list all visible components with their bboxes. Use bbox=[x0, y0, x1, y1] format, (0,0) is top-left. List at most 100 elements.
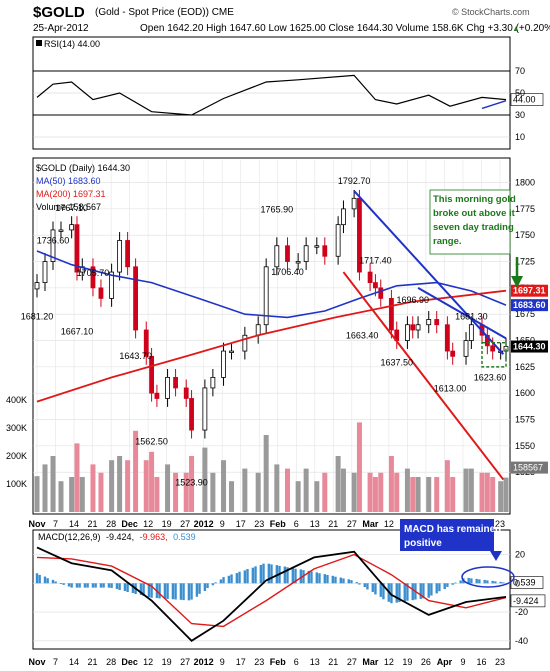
candle-body bbox=[274, 245, 280, 268]
volume-bar bbox=[229, 481, 235, 512]
price-annotation-label: 1736.60 bbox=[37, 235, 70, 245]
breakout-arrowhead-icon bbox=[511, 276, 523, 288]
candle-body bbox=[117, 240, 123, 273]
price-annotation-label: 1717.40 bbox=[359, 256, 392, 266]
candle-body bbox=[405, 324, 410, 341]
macd-histogram-bar bbox=[299, 569, 303, 584]
price-annotation-label: 1767.10 bbox=[55, 203, 88, 213]
blue-long-trendline bbox=[417, 286, 507, 340]
candle-body bbox=[415, 324, 421, 331]
volume-bar bbox=[183, 472, 189, 512]
macd-histogram-bar bbox=[187, 583, 191, 601]
close-value-tag: 1644.30 bbox=[513, 342, 546, 352]
candle-body bbox=[263, 266, 269, 326]
candle-body bbox=[322, 245, 328, 257]
candle-body bbox=[426, 319, 432, 326]
macd-histogram-bar bbox=[171, 583, 175, 600]
x-tick-label: 2012 bbox=[194, 519, 214, 529]
macd-histogram-bar bbox=[326, 574, 329, 584]
volume-bar bbox=[263, 435, 269, 512]
macd-legend-text: MACD(12,26,9) -9.424, -9.963, 0.539 bbox=[38, 532, 196, 542]
macd-histogram-bar bbox=[251, 567, 255, 584]
blue-down-trendline bbox=[353, 190, 505, 355]
macd-histogram-bar bbox=[235, 573, 239, 584]
rsi-line bbox=[36, 74, 507, 116]
volume-bar bbox=[322, 472, 328, 512]
macd-histogram-bar bbox=[75, 583, 79, 588]
volume-bar bbox=[450, 477, 456, 512]
x-tick-label-bottom: 17 bbox=[236, 657, 246, 667]
volume-bar bbox=[490, 477, 496, 512]
macd-histogram-bar bbox=[214, 582, 217, 584]
symbol-title: $GOLD bbox=[33, 4, 85, 21]
volume-bar bbox=[295, 481, 301, 512]
macd-histogram-bar bbox=[398, 583, 401, 602]
macd-legend-signal: -9.963, bbox=[140, 532, 168, 542]
x-tick-label-bottom: Apr bbox=[437, 657, 453, 667]
macd-histogram-bar bbox=[411, 583, 414, 601]
candle-body bbox=[189, 398, 194, 431]
macd-histogram-bar bbox=[70, 583, 73, 588]
volume-bar bbox=[69, 477, 75, 512]
macd-histogram-bar bbox=[334, 576, 337, 584]
macd-histogram-bar bbox=[115, 583, 119, 589]
price-panel-frame bbox=[32, 157, 511, 515]
rsi-value-tag: 44.00 bbox=[513, 95, 536, 105]
rsi-y-tick-label: 30 bbox=[515, 110, 525, 120]
x-tick-label: 7 bbox=[53, 519, 58, 529]
ma200-line bbox=[36, 289, 507, 403]
x-tick-label: Dec bbox=[121, 519, 138, 529]
candle-body bbox=[173, 376, 178, 389]
breakout-callout-line-3: seven day trading bbox=[433, 222, 514, 233]
candle-body bbox=[42, 261, 48, 283]
macd-histogram-bar bbox=[371, 583, 374, 592]
macd-histogram-bar bbox=[62, 583, 65, 585]
x-tick-label-bottom: 2012 bbox=[194, 657, 214, 667]
volume-value-tag: 158567 bbox=[513, 463, 543, 473]
x-tick-label-bottom: 21 bbox=[328, 657, 338, 667]
candle-body bbox=[229, 350, 234, 353]
volume-y-tick-label: 100K bbox=[6, 479, 27, 489]
x-tick-label: 17 bbox=[236, 519, 246, 529]
chart-date: 25-Apr-2012 bbox=[33, 23, 89, 34]
volume-bar bbox=[404, 468, 410, 512]
ma200-legend: MA(200) 1697.31 bbox=[36, 189, 106, 199]
volume-bar bbox=[394, 472, 400, 512]
macd-histogram-bar bbox=[454, 582, 457, 584]
price-y-tick-label: 1650 bbox=[515, 336, 535, 346]
price-annotation-label: 1667.10 bbox=[61, 327, 94, 337]
macd-histogram-bar bbox=[419, 583, 422, 599]
symbol-description: (Gold - Spot Price (EOD)) CME bbox=[95, 7, 234, 18]
macd-histogram-bar bbox=[131, 583, 135, 593]
macd-histogram-bar bbox=[174, 583, 177, 600]
candle-body bbox=[90, 266, 96, 289]
macd-histogram-bar bbox=[150, 583, 153, 598]
macd-histogram-bar bbox=[110, 583, 113, 588]
macd-histogram-bar bbox=[390, 583, 393, 604]
rsi-legend-text: RSI(14) 44.00 bbox=[44, 39, 100, 49]
candle-body bbox=[210, 376, 216, 389]
macd-histogram-bar bbox=[158, 583, 161, 599]
x-tick-label: 21 bbox=[88, 519, 98, 529]
x-tick-label-bottom: 26 bbox=[421, 657, 431, 667]
volume-bar bbox=[378, 472, 384, 512]
volume-bar bbox=[498, 481, 504, 512]
candle-body bbox=[444, 324, 450, 352]
candle-body bbox=[183, 387, 189, 399]
macd-signal-line bbox=[36, 553, 507, 628]
volume-bar bbox=[274, 464, 280, 512]
macd-histogram-bar bbox=[91, 583, 95, 588]
x-tick-label-bottom: 16 bbox=[476, 657, 486, 667]
price-y-tick-label: 1625 bbox=[515, 362, 535, 372]
macd-callout: MACD has remained positive bbox=[400, 519, 515, 588]
x-tick-label-bottom: 6 bbox=[294, 657, 299, 667]
volume-bar bbox=[479, 472, 485, 512]
volume-bar bbox=[503, 477, 509, 512]
volume-bar bbox=[58, 481, 64, 512]
macd-histogram-bar bbox=[451, 583, 454, 585]
candle-body bbox=[410, 324, 416, 331]
price-annotation-label: 1643.70 bbox=[119, 351, 152, 361]
macd-histogram-bar bbox=[203, 583, 207, 591]
macd-legend-prefix: MACD(12,26,9) bbox=[38, 532, 101, 542]
